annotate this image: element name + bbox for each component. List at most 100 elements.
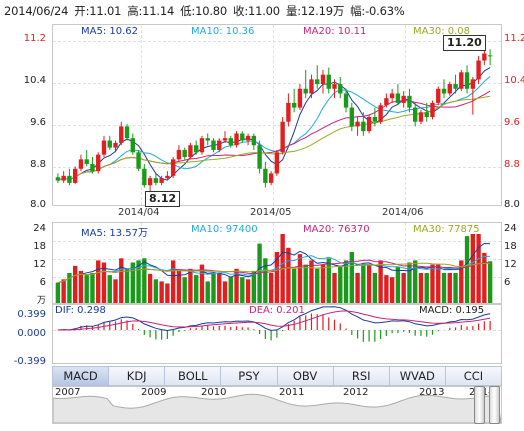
volume-bar — [487, 261, 493, 303]
volume-bar — [274, 252, 280, 303]
candle-body — [395, 93, 401, 103]
tab-cci[interactable]: CCI — [445, 367, 501, 385]
candle-body — [159, 178, 164, 183]
navigator-year: 2009 — [141, 387, 167, 398]
volume-bar — [61, 279, 66, 303]
volume-bar — [332, 273, 337, 303]
ma5-legend: MA5: 10.62 — [81, 26, 139, 37]
volume-bar — [372, 273, 378, 303]
candle-body — [211, 140, 216, 150]
candle-body — [153, 178, 159, 183]
tab-wvad[interactable]: WVAD — [389, 367, 446, 385]
candle-body — [263, 168, 268, 183]
volume-bar — [441, 273, 447, 303]
volume-bar — [251, 270, 257, 303]
candle-body — [96, 154, 101, 172]
candle-body — [72, 168, 78, 183]
volume-tick-right: 18 — [504, 241, 517, 252]
candle-body — [464, 72, 470, 89]
volume-bar — [240, 277, 245, 303]
candle-body — [119, 126, 124, 143]
candle-body — [101, 140, 107, 155]
candle-body — [424, 112, 429, 117]
candle-body — [222, 138, 228, 141]
volume-bar — [349, 252, 354, 303]
candle-body — [407, 95, 412, 108]
quote-change: 幅:-0.63% — [350, 4, 405, 18]
candle-body — [245, 135, 251, 141]
candle-body — [355, 121, 360, 127]
volume-bar — [424, 273, 429, 303]
dif-line — [57, 306, 491, 332]
volume-tick-right: 24 — [504, 223, 517, 234]
candle-body — [378, 105, 383, 122]
tab-psy[interactable]: PSY — [221, 367, 278, 385]
macd-chart-panel[interactable]: DIF: 0.298 DEA: 0.201 MACD: 0.195 — [52, 304, 502, 364]
tab-macd[interactable]: MACD — [53, 367, 110, 385]
tab-obv[interactable]: OBV — [277, 367, 334, 385]
time-navigator[interactable]: 2007 2009 2010 2011 2012 2013 2014 — [52, 386, 502, 424]
candle-body — [280, 121, 285, 153]
volume-tick-left: 12 — [33, 259, 46, 270]
volume-ma30-line — [57, 262, 491, 284]
max-price-label: 11.20 — [443, 35, 486, 51]
candle-body — [286, 102, 291, 122]
price-tick-left: 11.2 — [23, 33, 46, 44]
ma30-legend: MA30: 0.08 — [413, 26, 471, 37]
volume-bar — [309, 260, 314, 303]
price-tick-left: 10.4 — [23, 75, 46, 86]
volume-bar — [78, 270, 84, 303]
price-tick-right: 10.4 — [504, 75, 524, 86]
candle-body — [188, 145, 193, 157]
candle-body — [309, 79, 314, 94]
navigator-year: 2012 — [343, 387, 369, 398]
volume-bar — [211, 273, 216, 303]
volume-bars — [55, 234, 493, 303]
candle-body — [482, 53, 487, 61]
tab-kdj[interactable]: KDJ — [109, 367, 166, 385]
volume-bar — [303, 264, 308, 303]
navigator-history-area — [53, 393, 501, 423]
navigator-left-handle[interactable] — [474, 386, 485, 424]
candle-body — [315, 79, 320, 85]
candle-body — [194, 145, 199, 153]
volume-tick-left: 6 — [39, 277, 46, 288]
date-label: 2014/06 — [382, 207, 424, 218]
volume-bar — [90, 273, 95, 303]
volume-bar — [320, 264, 326, 303]
tab-rsi[interactable]: RSI — [333, 367, 390, 385]
volume-chart-panel[interactable]: MA5: 13.57万 MA10: 97400 MA20: 76370 MA30… — [52, 222, 502, 304]
candle-body — [470, 79, 476, 89]
volume-bar — [55, 282, 61, 303]
ma5-line — [57, 67, 491, 181]
volume-bar — [464, 236, 470, 303]
candle-body — [251, 135, 257, 146]
volume-bar — [182, 277, 187, 303]
macd-legend: MACD: 0.195 — [419, 305, 485, 316]
volume-bar — [153, 279, 159, 303]
volume-bar — [147, 273, 153, 303]
min-price-label: 8.12 — [145, 191, 181, 207]
volume-bar — [378, 260, 383, 303]
volume-bar — [482, 252, 487, 303]
volume-tick-right: 6 — [504, 277, 511, 288]
candle-body — [297, 88, 303, 108]
candle-body — [274, 152, 280, 174]
indicator-tabs: MACD KDJ BOLL PSY OBV RSI WVAD CCI — [52, 366, 502, 386]
quote-close: 收:11.00 — [233, 4, 280, 18]
candle-body — [165, 175, 170, 179]
candle-body — [136, 152, 141, 169]
candle-body — [205, 138, 210, 141]
volume-bar — [124, 268, 130, 303]
volume-bar — [459, 260, 464, 303]
navigator-year: 2011 — [279, 387, 305, 398]
volume-bar — [205, 281, 210, 303]
price-chart-panel[interactable]: MA5: 10.62 MA10: 10.36 MA20: 10.11 MA30:… — [52, 24, 502, 207]
volume-bar — [268, 273, 274, 303]
tab-boll[interactable]: BOLL — [165, 367, 222, 385]
volume-unit: 万 — [36, 296, 46, 306]
navigator-right-handle[interactable] — [489, 386, 500, 424]
volume-bar — [72, 265, 78, 303]
candle-body — [332, 84, 337, 89]
volume-bar — [217, 273, 222, 303]
